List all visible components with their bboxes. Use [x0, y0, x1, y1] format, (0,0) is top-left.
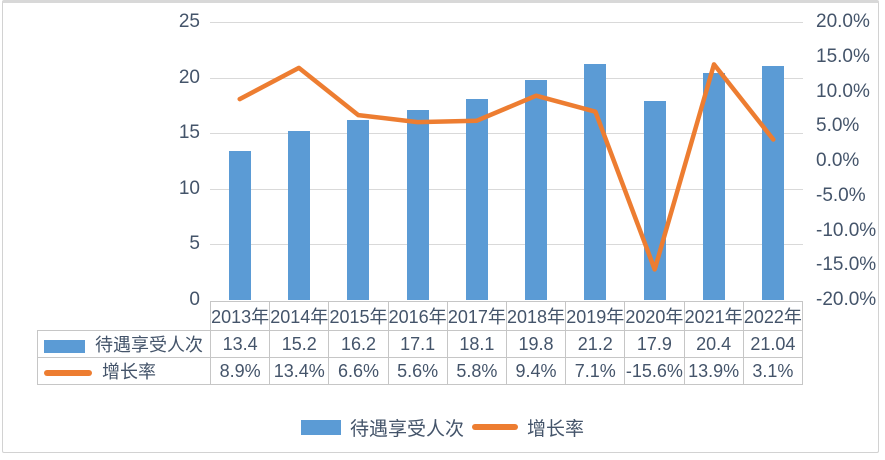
legend-item-line-series[interactable]: 增长率: [472, 414, 584, 441]
right-axis-tick-label: 10.0%: [816, 80, 870, 102]
bar-2016年[interactable]: [406, 109, 429, 300]
bar-2021年[interactable]: [703, 73, 725, 300]
table-cell: 19.8: [505, 330, 567, 358]
table-cell: -15.6%: [624, 357, 685, 385]
table-cell: 20.4: [683, 330, 744, 358]
gridline: [210, 22, 803, 23]
table-cell: 5.8%: [446, 357, 507, 385]
bar-series-swatch-icon: [300, 419, 341, 435]
table-year-header: 2013年: [209, 301, 271, 331]
right-axis-tick-label: -20.0%: [816, 289, 877, 310]
table-cell: 17.1: [387, 330, 448, 358]
table-year-header: 2014年: [269, 301, 330, 331]
left-axis-tick-label: 15: [178, 122, 200, 144]
bar-2018年[interactable]: [525, 79, 548, 300]
gridline: [210, 77, 803, 79]
left-axis-tick-label: 5: [189, 233, 200, 255]
table-year-header: 2021年: [683, 301, 744, 331]
table-year-header: 2015年: [328, 301, 389, 331]
table-cell: 21.2: [565, 330, 626, 358]
growth-rate-line[interactable]: [237, 62, 776, 272]
line-series-swatch-icon: [44, 370, 92, 377]
left-axis-tick-label: 20: [178, 66, 200, 88]
table-cell: 7.1%: [565, 357, 626, 385]
table-year-header: 2018年: [505, 301, 567, 331]
table-year-header: 2022年: [742, 301, 804, 331]
table-year-header: 2020年: [624, 301, 685, 331]
bar-2022年[interactable]: [762, 66, 785, 300]
bar-2017年[interactable]: [465, 98, 488, 300]
left-axis-tick-label: 0: [189, 289, 200, 310]
bar-2015年[interactable]: [347, 119, 370, 300]
table-cell: 13.4: [209, 330, 271, 358]
gridline: [210, 133, 803, 135]
table-year-header: 2016年: [387, 301, 448, 331]
table-corner-cell: [38, 302, 211, 331]
right-axis-tick-label: 20.0%: [816, 11, 870, 32]
left-axis-tick-label: 10: [178, 177, 200, 199]
bar-series-swatch-icon: [44, 339, 85, 353]
table-cell: 16.2: [328, 330, 389, 358]
gridline: [210, 244, 803, 246]
right-axis-tick-label: 5.0%: [816, 115, 860, 137]
legend-item-bar-series[interactable]: 待遇享受人次: [300, 414, 464, 441]
table-cell: 18.1: [446, 330, 507, 358]
chart-data-table: 2013年 2014年 2015年 2016年 2017年 2018年 2019年 2020年…: [37, 301, 804, 385]
table-year-header: 2019年: [565, 301, 626, 331]
table-cell: 15.2: [269, 330, 330, 358]
bar-2019年[interactable]: [584, 64, 607, 300]
line-series-swatch-icon: [472, 424, 518, 430]
table-cell: 21.04: [742, 330, 804, 358]
right-axis-tick-label: 0.0%: [816, 150, 860, 171]
legend-label-bar-series: 待遇享受人次: [349, 418, 464, 440]
table-cell: 13.4%: [269, 357, 330, 385]
bar-2014年[interactable]: [287, 131, 310, 300]
table-cell: 17.9: [624, 330, 685, 358]
chart-frame: [2, 0, 879, 453]
right-axis-tick-label: -15.0%: [816, 254, 877, 276]
table-cell: 3.1%: [742, 357, 804, 385]
chart-legend: 待遇享受人次 增长率: [0, 414, 885, 441]
series-name-label: 增长率: [102, 362, 156, 382]
left-axis-tick-label: 25: [178, 11, 200, 32]
table-cell: 8.9%: [209, 357, 271, 385]
right-axis-tick-label: -5.0%: [816, 184, 866, 206]
right-axis-tick-label: 15.0%: [816, 45, 870, 67]
table-series-key-bar: 待遇享受人次: [37, 330, 211, 358]
table-series-key-line: 增长率: [37, 357, 211, 385]
table-cell: 5.6%: [387, 357, 448, 385]
table-cell: 6.6%: [328, 357, 389, 385]
gridline: [210, 188, 803, 190]
series-name-label: 待遇享受人次: [95, 335, 203, 355]
right-axis-tick-label: -10.0%: [816, 219, 877, 241]
table-cell: 13.9%: [683, 357, 744, 385]
legend-label-line-series: 增长率: [527, 418, 585, 440]
table-year-header: 2017年: [446, 301, 507, 331]
table-cell: 9.4%: [505, 357, 567, 385]
bar-2013年[interactable]: [228, 151, 251, 300]
